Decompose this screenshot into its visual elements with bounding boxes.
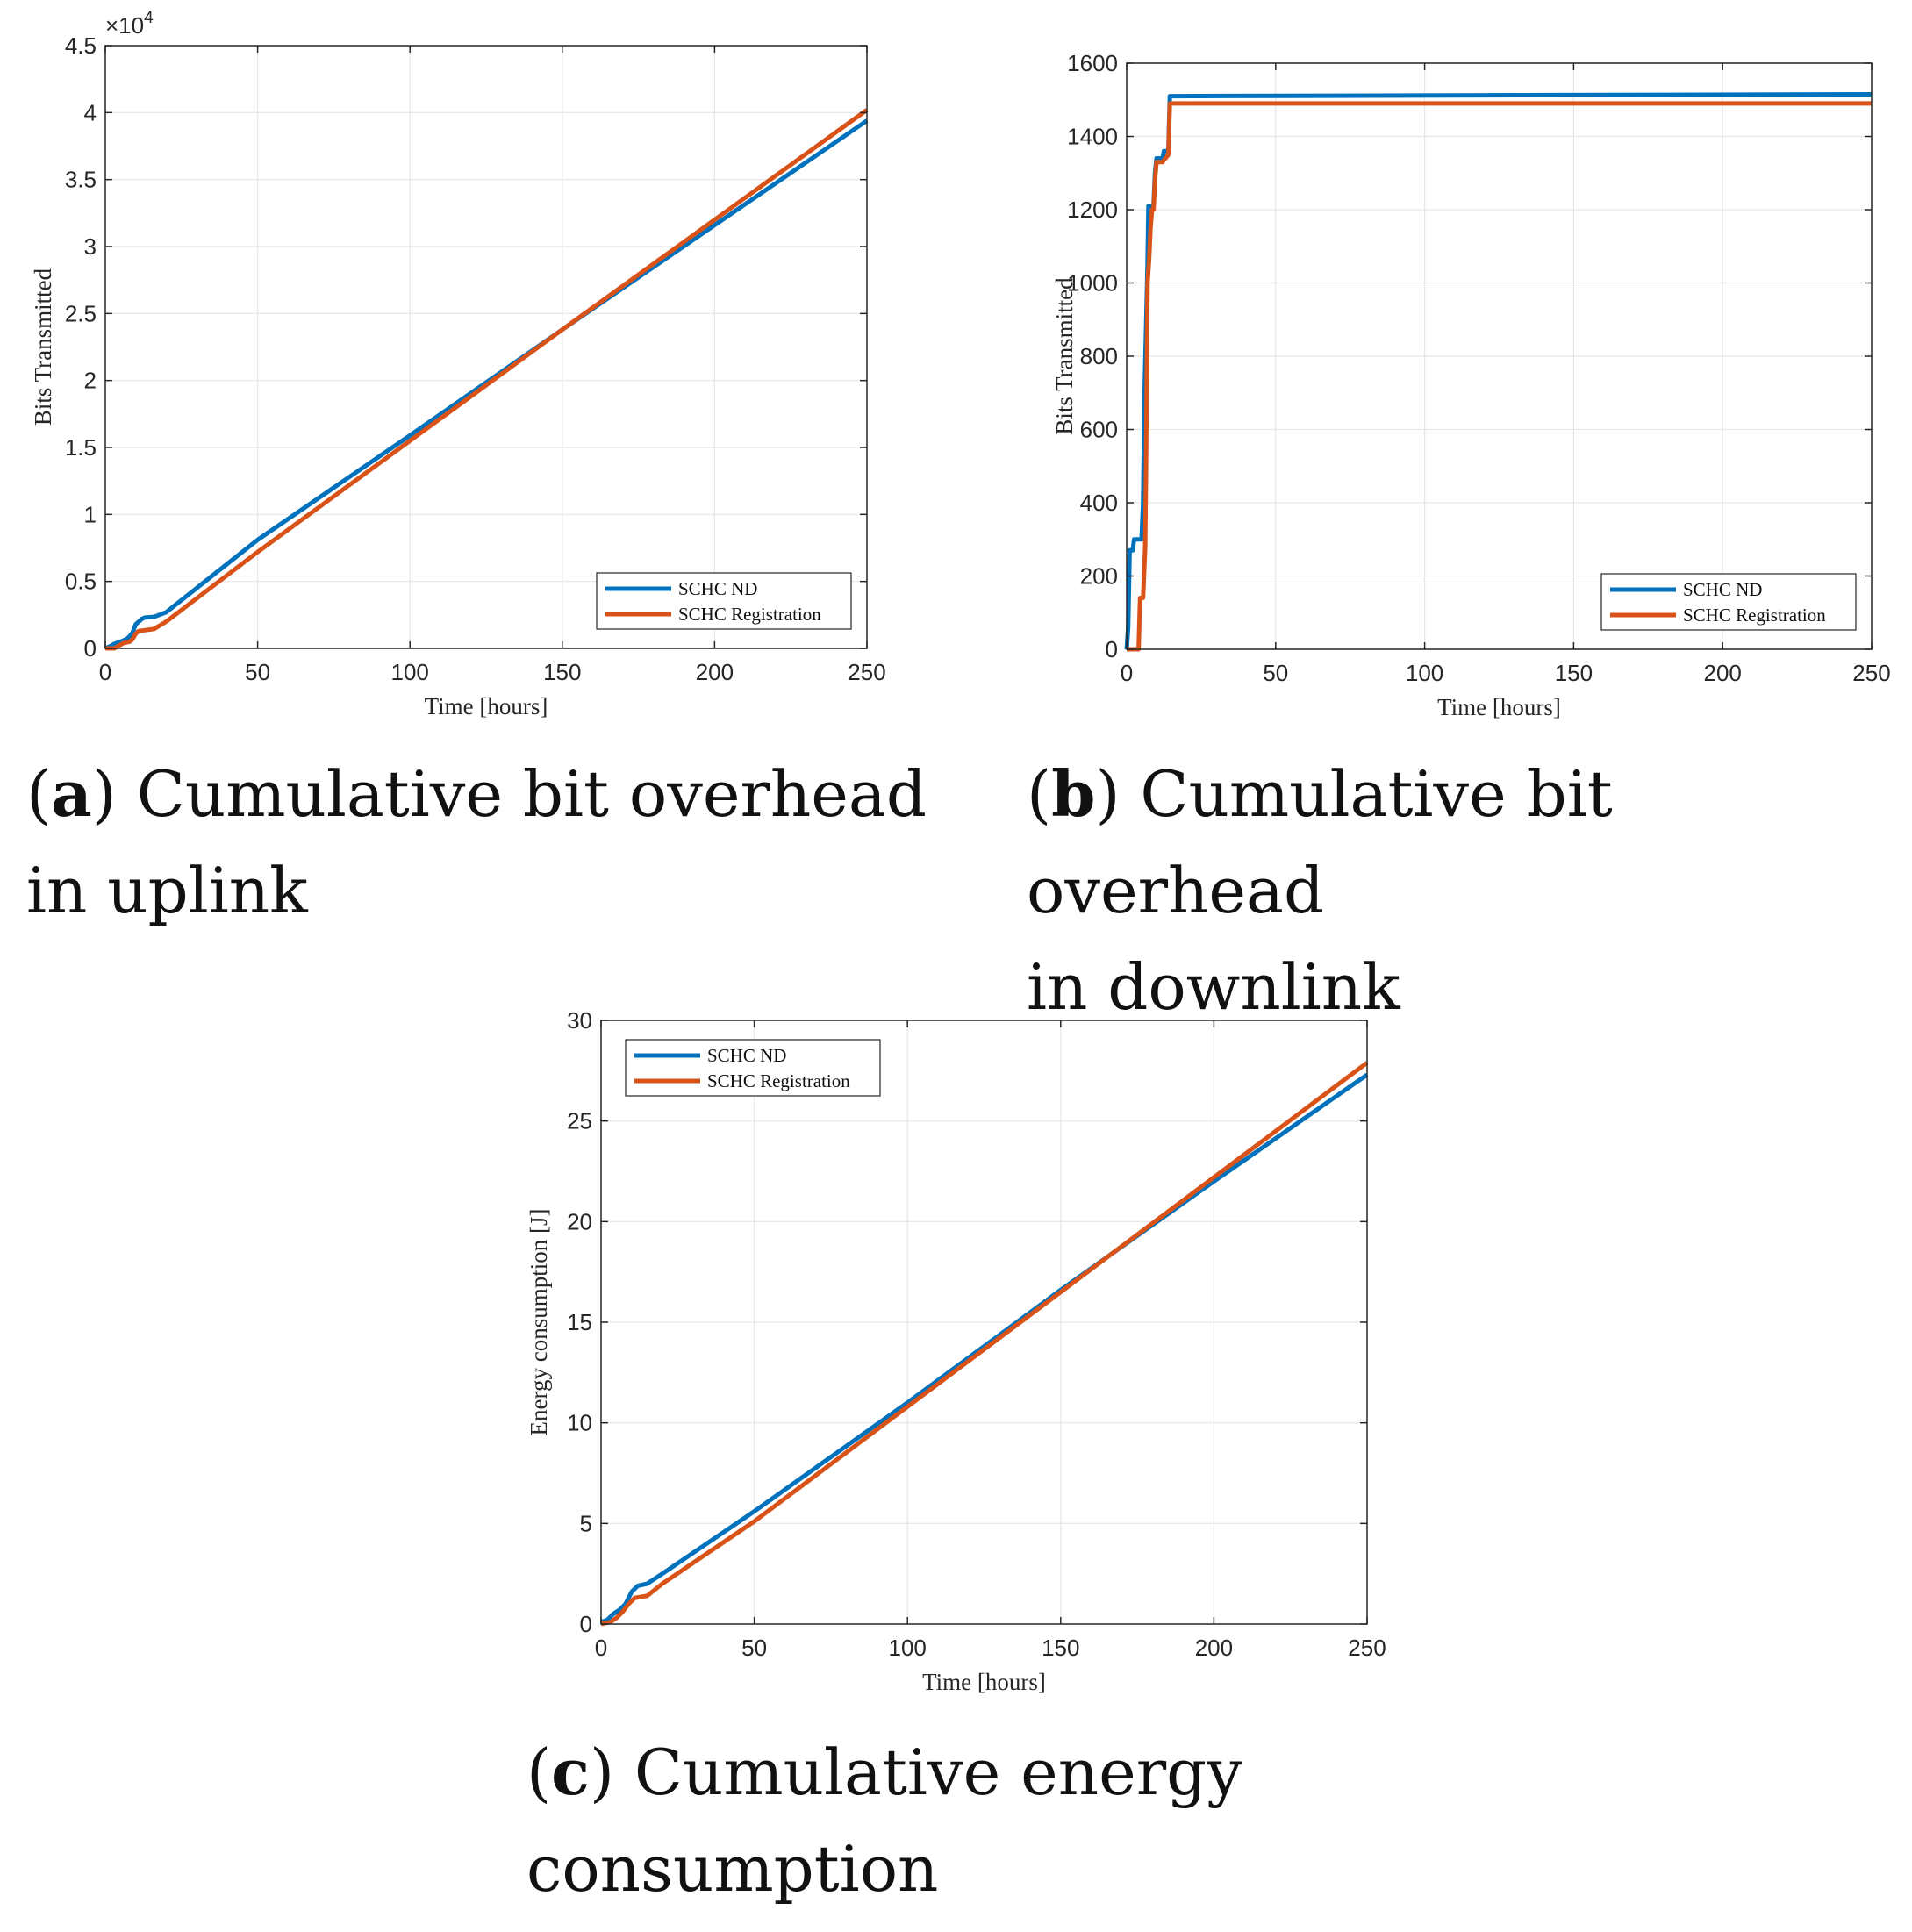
y-tick-label: 0	[1106, 636, 1118, 662]
series-line-schc-registration	[105, 108, 869, 651]
x-tick-label: 250	[1348, 1635, 1386, 1661]
caption-c: (c) Cumulative energy consumption	[526, 1735, 1242, 1906]
chart-panel-c: 0 50 100 150 200 250 0 5 10 15 20 25 30 Time [hours] E…	[491, 974, 1457, 1728]
y-tick-label: 10	[567, 1410, 592, 1436]
legend-label: SCHC ND	[1683, 579, 1762, 600]
caption-b-line1: ) Cumulative bit overhead	[1027, 757, 1613, 927]
series-line-schc-registration	[1127, 101, 1872, 652]
y-tick-label: 1000	[1067, 270, 1118, 297]
x-tick-label: 250	[1852, 660, 1890, 686]
x-tick-label: 0	[1121, 660, 1133, 686]
x-tick-label: 50	[1263, 660, 1288, 686]
legend-label: SCHC ND	[707, 1045, 786, 1066]
y-tick-label: 0	[84, 635, 97, 662]
x-tick-label: 0	[595, 1635, 607, 1661]
y-tick-label: 15	[567, 1309, 592, 1335]
y-tick-label: 1.5	[65, 434, 97, 461]
caption-a-line1: ) Cumulative bit overhead	[91, 757, 927, 831]
series-line-schc-nd	[104, 118, 869, 651]
x-tick-label: 0	[99, 659, 111, 685]
legend-box	[625, 1039, 881, 1097]
caption-c-line2: consumption	[526, 1832, 939, 1906]
y-exponent-label: ×104	[105, 9, 154, 39]
x-axis-label: Time [hours]	[922, 1669, 1046, 1695]
x-axis-label: Time [hours]	[1437, 694, 1561, 720]
caption-a: (a) Cumulative bit overhead in uplink	[26, 756, 927, 927]
plot-area	[105, 46, 867, 648]
y-tick-label: 4	[84, 99, 97, 125]
y-axis-label: Energy consumption [J]	[526, 1209, 552, 1436]
legend-label: SCHC ND	[678, 578, 757, 599]
y-tick-label: 4.5	[65, 32, 97, 59]
y-tick-label: 2.5	[65, 300, 97, 326]
legend-label: SCHC Registration	[707, 1070, 850, 1091]
caption-b-letter: b	[1051, 756, 1096, 831]
x-tick-label: 150	[543, 659, 581, 685]
x-tick-label: 50	[741, 1635, 767, 1661]
axes-box	[104, 45, 868, 649]
y-tick-label: 600	[1080, 417, 1118, 443]
chart-a: 0 50 100 150 200 250 0 0.5 1 1.5 2 2.5 3 3.5 4 4.5 ×104 T…	[30, 9, 886, 719]
series-line-schc-registration	[600, 1061, 1369, 1627]
x-tick-label: 200	[1195, 1635, 1233, 1661]
caption-c-line1: ) Cumulative energy	[589, 1735, 1242, 1809]
chart-panel-b: 0 50 100 150 200 250 0 200 400 600 800 1000 1200 1400…	[965, 0, 1912, 755]
y-tick-label: 800	[1080, 343, 1118, 369]
y-tick-label: 1600	[1067, 50, 1118, 76]
caption-b-line2: in downlink	[1027, 950, 1400, 1024]
y-tick-label: 0	[580, 1611, 592, 1637]
y-axis-label: Bits Transmitted	[30, 268, 56, 426]
chart-c: 0 50 100 150 200 250 0 5 10 15 20 25 30 Time [hours] E…	[526, 1007, 1386, 1695]
x-tick-label: 150	[1555, 660, 1593, 686]
y-tick-label: 400	[1080, 490, 1118, 516]
y-tick-label: 20	[567, 1208, 592, 1234]
chart-panel-a: 0 50 100 150 200 250 0 0.5 1 1.5 2 2.5 3 3.5 4 4.5 ×104 T…	[0, 0, 965, 755]
caption-b: (b) Cumulative bit overhead in downlink	[1027, 756, 1613, 1024]
x-tick-label: 100	[889, 1635, 927, 1661]
chart-b: 0 50 100 150 200 250 0 200 400 600 800 1000 1200 1400…	[1051, 50, 1891, 720]
legend-box	[596, 572, 852, 630]
y-tick-label: 3	[84, 233, 97, 260]
y-tick-label: 2	[84, 368, 97, 394]
y-tick-label: 30	[567, 1007, 592, 1034]
x-tick-label: 100	[391, 659, 429, 685]
y-tick-label: 1	[84, 501, 97, 527]
y-tick-label: 0.5	[65, 569, 97, 595]
y-tick-label: 25	[567, 1108, 592, 1134]
legend-box	[1600, 573, 1857, 631]
caption-c-letter: c	[551, 1735, 590, 1809]
y-tick-label: 1400	[1067, 124, 1118, 150]
x-tick-label: 50	[245, 659, 270, 685]
y-tick-label: 3.5	[65, 167, 97, 193]
y-tick-label: 200	[1080, 563, 1118, 590]
x-axis-label: Time [hours]	[425, 693, 548, 719]
legend-label: SCHC Registration	[1683, 605, 1826, 626]
caption-a-letter: a	[51, 756, 92, 831]
legend-label: SCHC Registration	[678, 604, 821, 625]
y-axis-label: Bits Transmitted	[1051, 277, 1078, 435]
caption-a-line2: in uplink	[26, 854, 308, 927]
x-tick-label: 150	[1042, 1635, 1079, 1661]
x-tick-label: 200	[696, 659, 734, 685]
x-tick-label: 250	[848, 659, 885, 685]
x-tick-label: 200	[1704, 660, 1742, 686]
y-tick-label: 5	[580, 1510, 592, 1536]
series-line-schc-nd	[1124, 92, 1873, 650]
y-tick-label: 1200	[1067, 197, 1118, 223]
x-tick-label: 100	[1406, 660, 1443, 686]
